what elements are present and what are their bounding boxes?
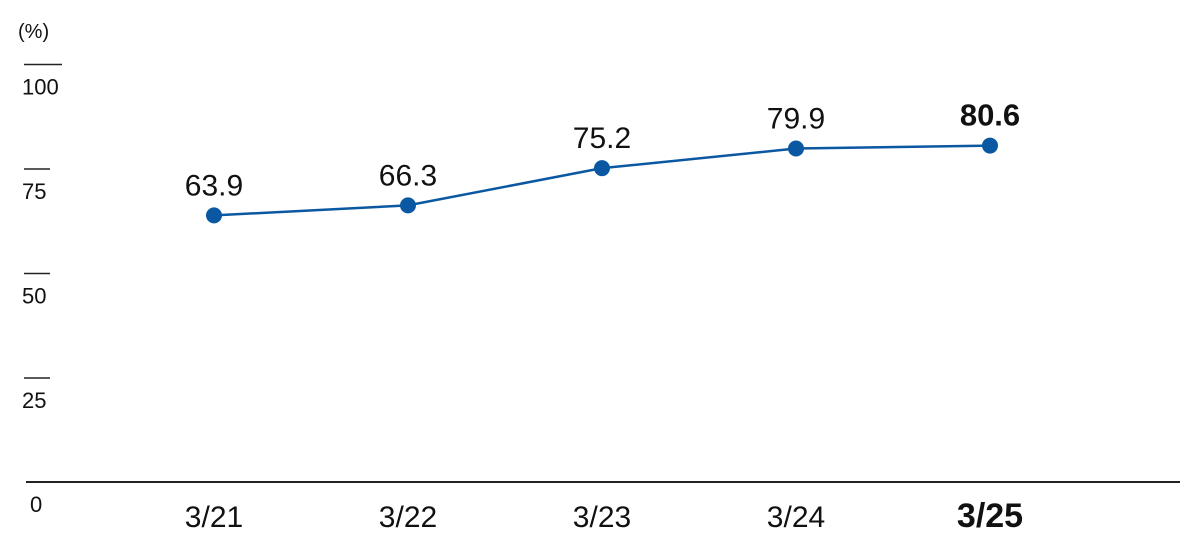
data-label: 75.2 [573,122,631,155]
series: 63.9 66.3 75.2 79.9 80.6 [185,98,1020,224]
x-axis: 3/21 3/22 3/23 3/24 3/25 [185,497,1023,535]
x-tick-label: 3/22 [379,501,437,534]
data-point [982,137,998,154]
data-point [594,160,610,177]
data-label: 66.3 [379,159,437,192]
y-tick-label: 50 [22,284,46,309]
x-tick-label: 3/23 [573,501,631,534]
x-tick-label: 3/21 [185,501,243,534]
y-tick-label: 0 [30,492,42,517]
y-tick-label: 75 [22,179,46,204]
y-tick-label: 100 [22,75,59,100]
series-line [213,144,991,217]
data-label: 80.6 [960,98,1020,133]
data-point [400,197,416,214]
y-axis-unit-label: (%) [18,21,49,43]
y-tick-label: 25 [22,388,46,413]
data-label: 63.9 [185,169,243,202]
data-label: 79.9 [767,103,825,136]
x-tick-label: 3/25 [957,497,1023,535]
y-axis: 0 25 50 75 100 [22,63,62,517]
data-point [788,140,804,157]
data-point [206,207,222,224]
x-tick-label: 3/24 [767,501,825,534]
